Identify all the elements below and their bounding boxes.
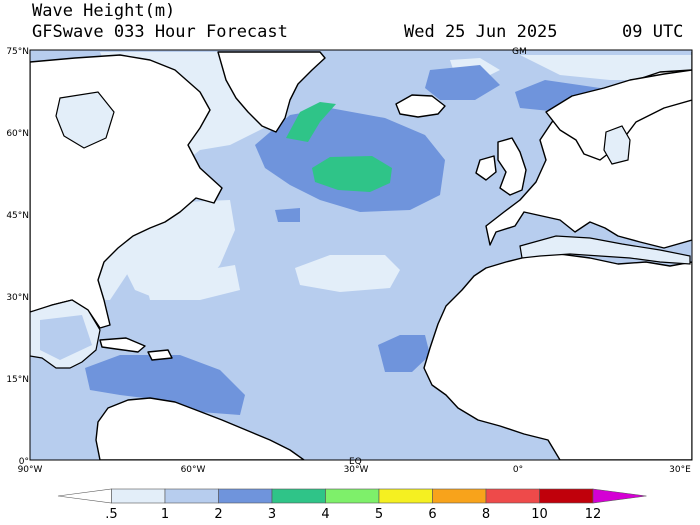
lat-label-60n: 60°N [6, 129, 29, 139]
colorbar-segment [378, 488, 433, 504]
cuba [99, 337, 146, 353]
label-eq: EQ [349, 457, 362, 467]
colorbar-segment [271, 488, 326, 504]
model-label: GFSwave 033 Hour Forecast [32, 22, 288, 42]
colorbar-segment [57, 488, 112, 504]
colorbar-tick-label: 6 [428, 507, 436, 522]
lon-label-90w: 90°W [18, 465, 43, 475]
mediterranean-sea [519, 235, 691, 265]
caribbean-sea [40, 315, 92, 360]
colorbar-tick-label: 10 [531, 507, 548, 522]
south-america [95, 397, 305, 460]
lon-label-30w: 30°W [344, 465, 369, 475]
colorbar-tick-label: 5 [375, 507, 383, 522]
colorbar-tick-label: 4 [321, 507, 329, 522]
hudson-bay [55, 91, 115, 149]
lat-label-0: 0° [19, 457, 29, 467]
colorbar-segment [592, 488, 647, 504]
baltic-sea [603, 125, 631, 165]
colorbar-tick-label: 1 [161, 507, 169, 522]
colorbar-tick-label: 2 [214, 507, 222, 522]
colorbar: .5 1 2 3 4 5 6 8 10 12 [57, 488, 647, 522]
colorbar-tick-label: 8 [482, 507, 490, 522]
label-gm: GM [512, 47, 527, 57]
greenland [217, 51, 326, 133]
lon-label-0: 0° [513, 465, 523, 475]
scandinavia [545, 69, 692, 161]
lon-label-30e: 30°E [669, 465, 691, 475]
map-area [30, 50, 692, 460]
colorbar-segment [218, 488, 273, 504]
colorbar-tick-label: .5 [105, 507, 117, 522]
ireland [475, 155, 497, 181]
rough-sea-regions [286, 102, 392, 192]
forecast-date: Wed 25 Jun 2025 [404, 22, 558, 42]
colorbar-segment [539, 488, 594, 504]
africa [423, 253, 692, 460]
map-frame [29, 49, 693, 461]
colorbar-segment [432, 488, 487, 504]
chart-title: Wave Height(m) [32, 1, 176, 21]
lat-label-15n: 15°N [6, 375, 29, 385]
colorbar-tick-label: 3 [268, 507, 276, 522]
lat-label-30n: 30°N [6, 293, 29, 303]
colorbar-segment [325, 488, 380, 504]
lat-label-45n: 45°N [6, 211, 29, 221]
latitude-labels: 75°N 60°N 45°N 30°N 15°N 0° [6, 47, 29, 467]
iceland [395, 94, 446, 118]
colorbar-segment [485, 488, 540, 504]
colorbar-segment [111, 488, 166, 504]
longitude-labels: 90°W 60°W 30°W 0° 30°E [18, 465, 692, 475]
great-britain [497, 137, 527, 196]
lon-label-60w: 60°W [181, 465, 206, 475]
lat-label-75n: 75°N [6, 47, 29, 57]
colorbar-segment [164, 488, 219, 504]
forecast-time: 09 UTC [622, 22, 684, 42]
land-masses [30, 51, 692, 460]
hispaniola [147, 349, 173, 361]
colorbar-tick-label: 12 [585, 507, 602, 522]
